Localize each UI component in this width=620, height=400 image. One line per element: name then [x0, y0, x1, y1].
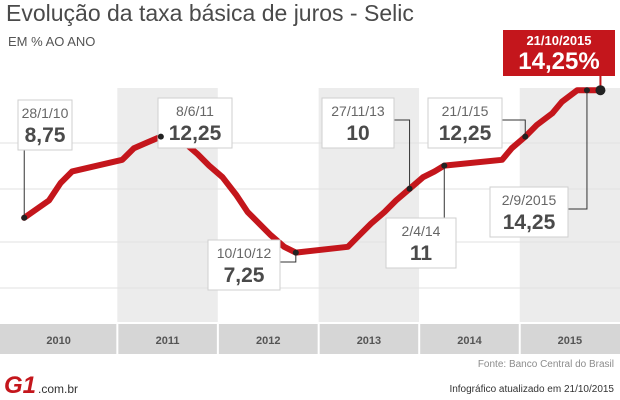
annotation-leader-6: [502, 119, 526, 137]
annotation-value-2: 12,25: [169, 122, 222, 145]
annotation-leader-7: [568, 90, 588, 210]
x-tick-label-2010: 2010: [46, 335, 70, 347]
x-tick-label-2014: 2014: [457, 335, 482, 347]
chart-title: Evolução da taxa básica de juros - Selic: [6, 0, 414, 26]
g1-logo-mark: G1: [4, 372, 37, 399]
annotation-value-4: 10: [346, 122, 369, 145]
annotation-date-5: 2/4/14: [402, 223, 441, 239]
annotation-box-1: [17, 99, 73, 151]
current-rate-callout: 21/10/2015 14,25%: [503, 30, 615, 76]
annotation-date-1: 28/1/10: [22, 105, 69, 121]
x-tick-label-2015: 2015: [558, 335, 582, 347]
annotation-point-2: [157, 133, 164, 140]
annotation-date-3: 10/10/12: [217, 245, 272, 261]
x-tick-label-2012: 2012: [256, 335, 280, 347]
annotation-point-6: [522, 133, 529, 140]
current-rate-value: 14,25%: [518, 48, 600, 75]
annotation-value-7: 14,25: [503, 211, 556, 234]
updated-note: Infográfico atualizado em 21/10/2015: [449, 384, 614, 395]
annotation-date-7: 2/9/2015: [502, 192, 557, 208]
x-tick-label-2011: 2011: [156, 335, 180, 347]
annotation-box-5: [385, 217, 457, 269]
annotation-date-2: 8/6/11: [176, 103, 214, 119]
annotation-point-3: [292, 249, 299, 256]
annotation-value-5: 11: [410, 242, 433, 265]
annotation-point-5: [441, 162, 448, 169]
annotation-value-3: 7,25: [224, 264, 265, 287]
current-rate-date: 21/10/2015: [526, 33, 592, 48]
annotation-leader-3: [280, 252, 297, 263]
annotation-leader-4: [394, 119, 411, 189]
g1-logo[interactable]: G1 .com.br: [4, 372, 78, 398]
annotation-date-6: 21/1/15: [442, 103, 489, 119]
x-tick-label-2013: 2013: [357, 335, 381, 347]
g1-logo-domain: .com.br: [38, 382, 79, 396]
current-rate-point: [595, 85, 606, 96]
x-axis-bar: [0, 324, 620, 354]
annotation-box-3: [207, 239, 281, 291]
annotation-point-7: [583, 87, 590, 94]
annotation-point-4: [406, 185, 413, 192]
annotation-date-4: 27/11/13: [331, 103, 385, 119]
chart-subtitle: EM % AO ANO: [8, 34, 96, 49]
annotation-value-6: 12,25: [439, 122, 492, 145]
annotation-box-6: [427, 97, 503, 149]
annotation-box-2: [157, 97, 233, 149]
annotation-point-1: [21, 214, 28, 221]
annotation-box-7: [489, 186, 569, 238]
annotation-box-4: [321, 97, 395, 149]
annotation-value-1: 8,75: [25, 124, 66, 147]
source-note: Fonte: Banco Central do Brasil: [477, 359, 614, 370]
